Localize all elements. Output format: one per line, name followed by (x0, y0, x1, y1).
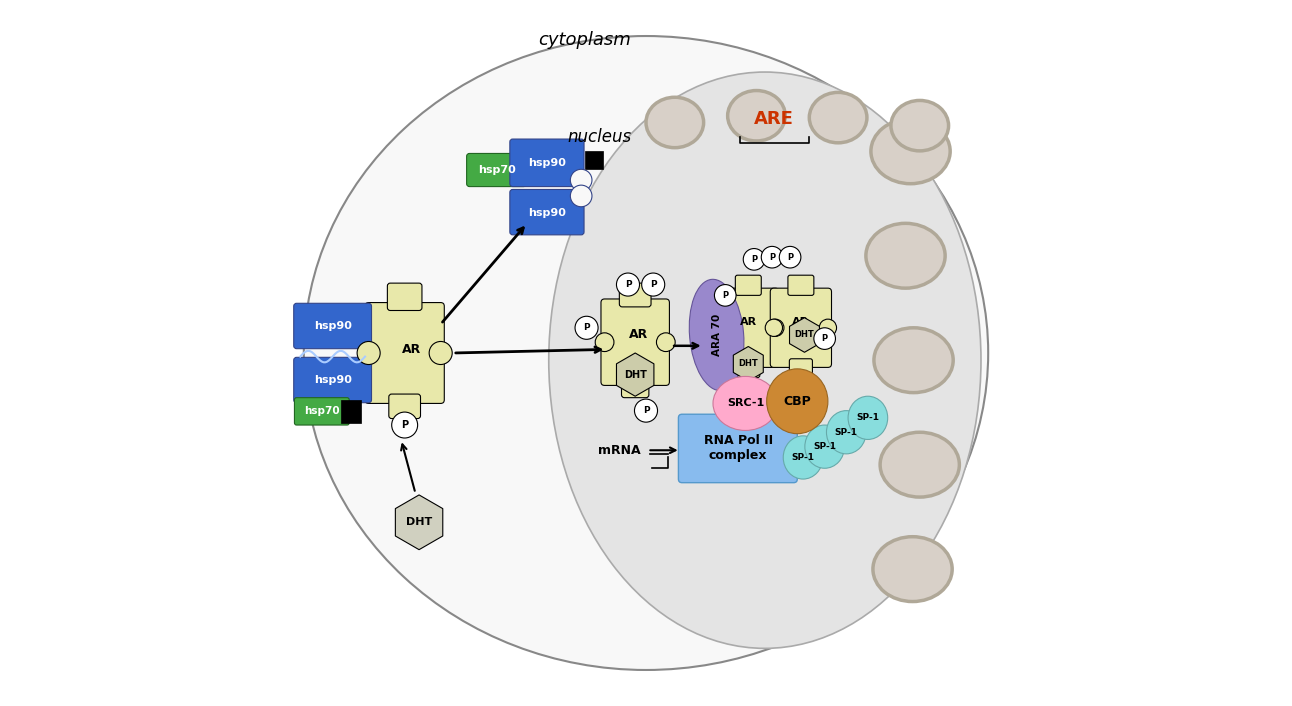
Ellipse shape (783, 436, 823, 479)
FancyBboxPatch shape (601, 299, 669, 385)
Text: AR: AR (629, 328, 649, 342)
Text: P: P (751, 255, 757, 264)
FancyBboxPatch shape (388, 283, 422, 311)
Ellipse shape (646, 97, 704, 148)
Circle shape (761, 246, 783, 268)
FancyBboxPatch shape (293, 357, 372, 402)
Ellipse shape (873, 537, 952, 602)
FancyBboxPatch shape (717, 288, 779, 367)
Circle shape (656, 333, 676, 352)
Ellipse shape (873, 328, 953, 393)
Ellipse shape (866, 223, 946, 288)
Text: DHT: DHT (624, 370, 646, 380)
Circle shape (819, 319, 836, 337)
FancyBboxPatch shape (466, 153, 526, 186)
Ellipse shape (689, 280, 744, 390)
Circle shape (765, 319, 783, 337)
Text: hsp70: hsp70 (304, 407, 340, 417)
Ellipse shape (827, 411, 866, 454)
FancyBboxPatch shape (735, 275, 761, 295)
Polygon shape (395, 495, 443, 550)
FancyBboxPatch shape (295, 397, 349, 425)
Text: P: P (822, 334, 828, 343)
Circle shape (714, 285, 736, 306)
FancyBboxPatch shape (366, 303, 444, 403)
Text: P: P (624, 280, 632, 289)
Text: SP-1: SP-1 (835, 428, 858, 437)
FancyBboxPatch shape (389, 394, 420, 419)
Text: ARE: ARE (755, 110, 795, 128)
FancyBboxPatch shape (510, 189, 584, 235)
Circle shape (357, 342, 380, 364)
Text: RNA Pol II
complex: RNA Pol II complex (704, 434, 773, 462)
Text: DHT: DHT (739, 359, 758, 369)
Circle shape (779, 246, 801, 268)
Text: hsp90: hsp90 (314, 376, 351, 385)
FancyBboxPatch shape (619, 283, 651, 307)
Circle shape (814, 328, 836, 349)
Text: DHT: DHT (406, 517, 433, 527)
Ellipse shape (727, 90, 786, 141)
FancyBboxPatch shape (736, 359, 760, 378)
FancyBboxPatch shape (678, 414, 797, 483)
Text: hsp90: hsp90 (314, 321, 351, 331)
Text: P: P (583, 323, 590, 333)
FancyBboxPatch shape (621, 376, 649, 397)
Text: cytoplasm: cytoplasm (539, 30, 630, 49)
Circle shape (634, 399, 658, 422)
Ellipse shape (304, 36, 988, 670)
Text: P: P (787, 253, 793, 262)
Text: AR: AR (740, 317, 757, 327)
Circle shape (642, 273, 664, 296)
Text: AR: AR (402, 343, 421, 356)
Polygon shape (734, 347, 764, 381)
Text: SP-1: SP-1 (857, 413, 880, 422)
Text: hsp90: hsp90 (527, 158, 566, 168)
Circle shape (743, 249, 765, 270)
Text: SP-1: SP-1 (792, 453, 814, 462)
Ellipse shape (809, 92, 867, 143)
Ellipse shape (891, 100, 948, 151)
Text: P: P (769, 253, 775, 262)
FancyBboxPatch shape (585, 151, 603, 169)
Text: hsp90: hsp90 (527, 208, 566, 217)
FancyBboxPatch shape (293, 304, 372, 349)
Circle shape (570, 169, 592, 191)
Ellipse shape (766, 369, 828, 433)
Ellipse shape (880, 432, 960, 497)
Circle shape (713, 319, 730, 337)
Text: P: P (401, 420, 408, 430)
Polygon shape (616, 353, 654, 396)
Text: SRC-1: SRC-1 (727, 398, 764, 409)
FancyBboxPatch shape (770, 288, 832, 367)
Text: ARA 70: ARA 70 (712, 314, 722, 356)
Text: P: P (650, 280, 656, 289)
Ellipse shape (713, 376, 778, 431)
Circle shape (429, 342, 452, 364)
Circle shape (616, 273, 640, 296)
Ellipse shape (848, 396, 888, 439)
Circle shape (575, 316, 598, 340)
Text: P: P (642, 406, 650, 415)
Circle shape (570, 185, 592, 207)
Text: SP-1: SP-1 (813, 442, 836, 451)
Text: nucleus: nucleus (567, 128, 632, 146)
Ellipse shape (871, 119, 950, 184)
Circle shape (391, 412, 417, 438)
FancyBboxPatch shape (789, 359, 813, 378)
Text: CBP: CBP (783, 395, 811, 408)
FancyBboxPatch shape (788, 275, 814, 295)
Text: mRNA: mRNA (598, 444, 641, 457)
Polygon shape (789, 318, 819, 352)
Text: DHT: DHT (795, 330, 814, 340)
FancyBboxPatch shape (341, 400, 362, 423)
Ellipse shape (549, 72, 981, 648)
Circle shape (596, 333, 614, 352)
Text: AR: AR (792, 317, 810, 327)
Text: P: P (722, 291, 729, 300)
Ellipse shape (805, 425, 845, 468)
Text: hsp70: hsp70 (478, 165, 516, 175)
FancyBboxPatch shape (510, 139, 584, 186)
Circle shape (766, 319, 784, 337)
